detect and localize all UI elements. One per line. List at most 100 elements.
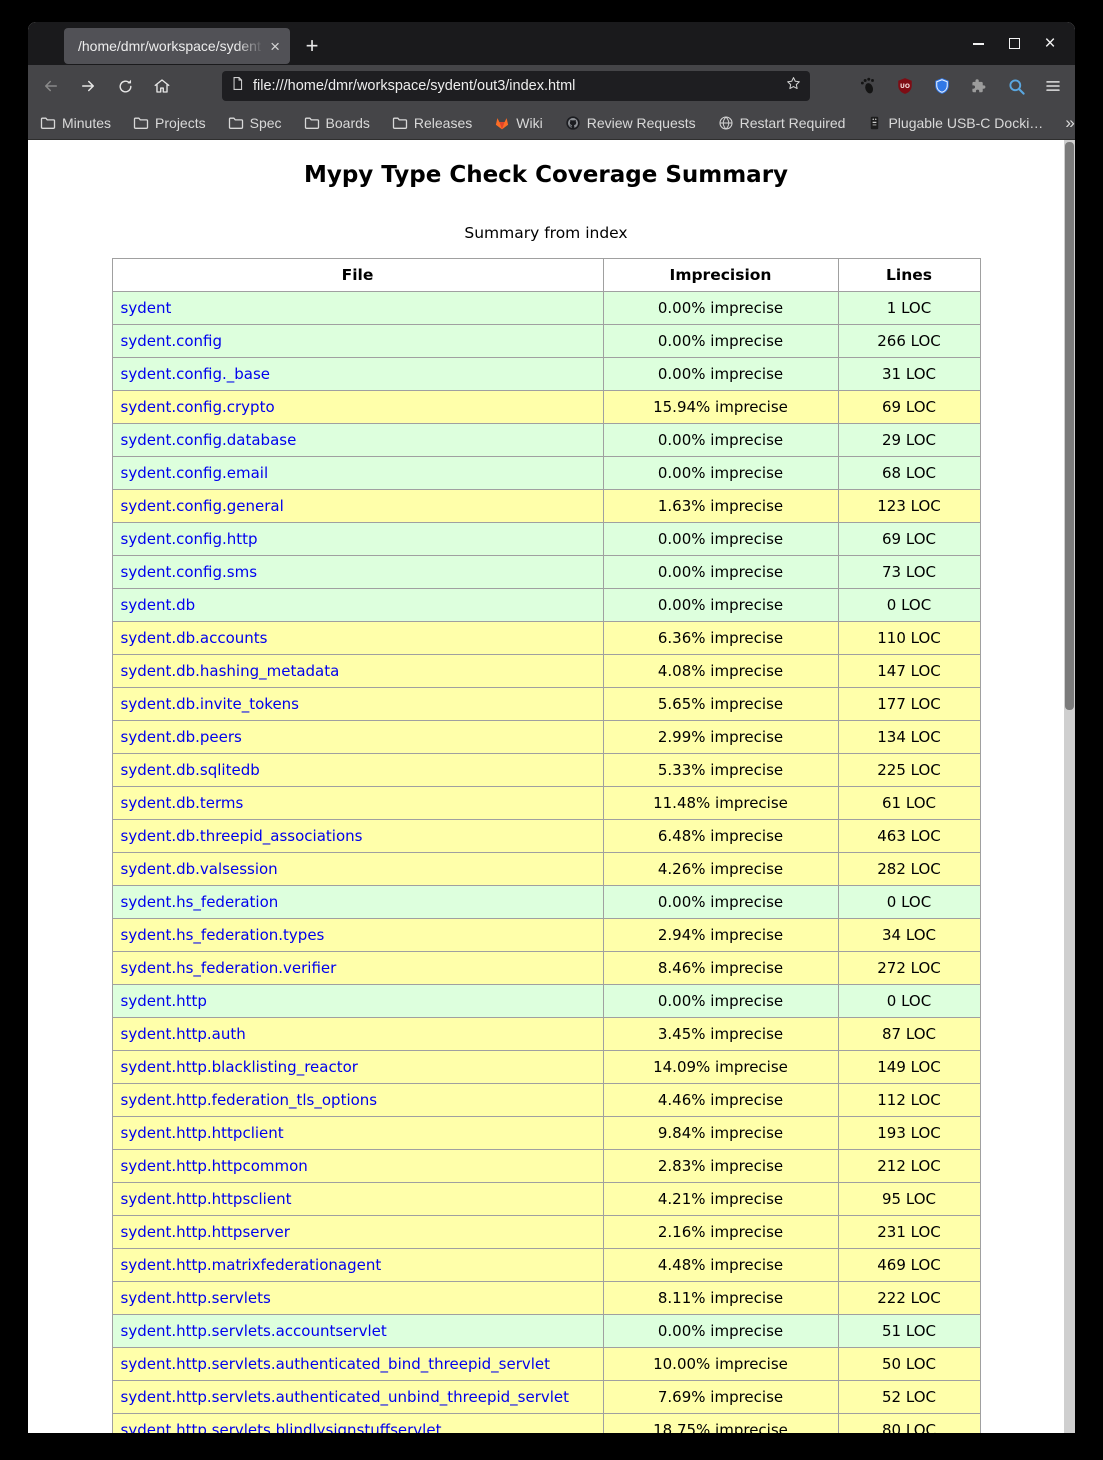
- ublock-icon[interactable]: UO: [893, 71, 917, 101]
- table-row: sydent.db.terms 11.48% imprecise 61 LOC: [111, 786, 981, 820]
- file-link[interactable]: sydent.hs_federation: [120, 893, 279, 911]
- table-row: sydent.db 0.00% imprecise 0 LOC: [111, 588, 981, 622]
- column-header-lines: Lines: [837, 258, 981, 292]
- minimize-button[interactable]: [967, 33, 989, 55]
- imprecision-cell: 4.26% imprecise: [602, 852, 839, 886]
- table-row: sydent.config 0.00% imprecise 266 LOC: [111, 324, 981, 358]
- file-link[interactable]: sydent.db.terms: [120, 794, 244, 812]
- lines-cell: 1 LOC: [837, 291, 981, 325]
- scrollbar-thumb[interactable]: [1065, 142, 1074, 710]
- back-button[interactable]: [36, 71, 66, 101]
- bookmark-item[interactable]: Releases: [392, 115, 472, 131]
- file-link[interactable]: sydent.config.crypto: [120, 398, 275, 416]
- table-row: sydent.db.hashing_metadata 4.08% imprecis…: [111, 654, 981, 688]
- file-link[interactable]: sydent.config.email: [120, 464, 269, 482]
- file-link[interactable]: sydent.http.blacklisting_reactor: [120, 1058, 358, 1076]
- table-row: sydent.hs_federation.verifier 8.46% impre…: [111, 951, 981, 985]
- gitlab-icon: [494, 115, 510, 131]
- scrollbar[interactable]: [1064, 140, 1075, 1433]
- url-bar[interactable]: file:///home/dmr/workspace/sydent/out3/i…: [222, 71, 810, 101]
- bookmark-item[interactable]: Wiki: [494, 115, 543, 131]
- file-link[interactable]: sydent.http.servlets.authenticated_unbin…: [120, 1388, 570, 1406]
- file-link[interactable]: sydent.http: [120, 992, 207, 1010]
- file-link[interactable]: sydent.http.httpcommon: [120, 1157, 308, 1175]
- bookmark-label: Boards: [325, 115, 370, 131]
- file-link[interactable]: sydent.http.servlets.blindlysignstuffser…: [120, 1421, 442, 1433]
- file-link[interactable]: sydent.db.sqlitedb: [120, 761, 260, 779]
- lines-cell: 110 LOC: [837, 621, 981, 655]
- gnome-foot-icon[interactable]: [856, 71, 880, 101]
- file-link[interactable]: sydent.http.httpserver: [120, 1223, 290, 1241]
- file-link[interactable]: sydent.hs_federation.types: [120, 926, 325, 944]
- new-tab-button[interactable]: +: [305, 33, 319, 58]
- file-cell: sydent.http.servlets: [111, 1281, 604, 1315]
- page-icon: [230, 76, 245, 96]
- extensions-puzzle-icon[interactable]: [967, 71, 991, 101]
- file-link[interactable]: sydent.hs_federation.verifier: [120, 959, 337, 977]
- file-link[interactable]: sydent.http.auth: [120, 1025, 246, 1043]
- table-row: sydent.db.invite_tokens 5.65% imprecise 17…: [111, 687, 981, 721]
- browser-tab[interactable]: /home/dmr/workspace/sydent ×: [64, 28, 290, 64]
- forward-button[interactable]: [73, 71, 103, 101]
- file-link[interactable]: sydent.db.threepid_associations: [120, 827, 363, 845]
- file-link[interactable]: sydent.http.servlets: [120, 1289, 271, 1307]
- file-link[interactable]: sydent.db.hashing_metadata: [120, 662, 340, 680]
- lines-cell: 193 LOC: [837, 1116, 981, 1150]
- file-link[interactable]: sydent.config: [120, 332, 223, 350]
- lines-cell: 51 LOC: [837, 1314, 981, 1348]
- table-row: sydent.config.general 1.63% imprecise 123 …: [111, 489, 981, 523]
- lines-cell: 222 LOC: [837, 1281, 981, 1315]
- file-cell: sydent.config.crypto: [111, 390, 604, 424]
- file-link[interactable]: sydent.config.database: [120, 431, 297, 449]
- file-link[interactable]: sydent.db.invite_tokens: [120, 695, 300, 713]
- table-row: sydent.http.blacklisting_reactor 14.09% i…: [111, 1050, 981, 1084]
- file-link[interactable]: sydent.http.federation_tls_options: [120, 1091, 378, 1109]
- bitwarden-icon[interactable]: [930, 71, 954, 101]
- lines-cell: 123 LOC: [837, 489, 981, 523]
- file-link[interactable]: sydent.http.httpclient: [120, 1124, 284, 1142]
- imprecision-cell: 5.33% imprecise: [602, 753, 839, 787]
- lines-cell: 31 LOC: [837, 357, 981, 391]
- bookmark-item[interactable]: Review Requests: [565, 115, 696, 131]
- table-row: sydent.db.sqlitedb 5.33% imprecise 225 LOC: [111, 753, 981, 787]
- file-link[interactable]: sydent.db.peers: [120, 728, 242, 746]
- file-cell: sydent.http.servlets.authenticated_bind_…: [111, 1347, 604, 1381]
- reload-button[interactable]: [110, 71, 140, 101]
- bookmark-item[interactable]: Plugable USB-C Docki…: [867, 115, 1043, 131]
- file-link[interactable]: sydent.config.http: [120, 530, 258, 548]
- table-row: sydent.http.servlets.accountservlet 0.00%…: [111, 1314, 981, 1348]
- tab-close-icon[interactable]: ×: [270, 36, 280, 56]
- bookmark-item[interactable]: Restart Required: [718, 115, 845, 131]
- file-link[interactable]: sydent.http.servlets.accountservlet: [120, 1322, 387, 1340]
- file-link[interactable]: sydent.db.valsession: [120, 860, 278, 878]
- bookmarks-overflow-chevron[interactable]: »: [1065, 113, 1075, 132]
- imprecision-cell: 0.00% imprecise: [602, 555, 839, 589]
- close-button[interactable]: ×: [1044, 33, 1056, 54]
- file-link[interactable]: sydent.http.servlets.authenticated_bind_…: [120, 1355, 551, 1373]
- file-link[interactable]: sydent.http.matrixfederationagent: [120, 1256, 382, 1274]
- search-icon[interactable]: [1004, 71, 1028, 101]
- bookmark-item[interactable]: Spec: [228, 115, 282, 131]
- file-link[interactable]: sydent.config.general: [120, 497, 284, 515]
- bookmark-item[interactable]: Boards: [304, 115, 370, 131]
- file-link[interactable]: sydent.config.sms: [120, 563, 258, 581]
- lines-cell: 231 LOC: [837, 1215, 981, 1249]
- file-link[interactable]: sydent: [120, 299, 172, 317]
- maximize-button[interactable]: [1003, 33, 1025, 55]
- file-link[interactable]: sydent.db.accounts: [120, 629, 268, 647]
- lines-cell: 73 LOC: [837, 555, 981, 589]
- file-link[interactable]: sydent.http.httpsclient: [120, 1190, 292, 1208]
- table-row: sydent.http 0.00% imprecise 0 LOC: [111, 984, 981, 1018]
- file-link[interactable]: sydent.config._base: [120, 365, 271, 383]
- bookmark-star-icon[interactable]: [785, 75, 802, 97]
- bookmark-item[interactable]: Minutes: [40, 115, 111, 131]
- file-link[interactable]: sydent.db: [120, 596, 196, 614]
- table-row: sydent.db.peers 2.99% imprecise 134 LOC: [111, 720, 981, 754]
- home-button[interactable]: [147, 71, 177, 101]
- table-row: sydent.config.database 0.00% imprecise 29 …: [111, 423, 981, 457]
- bookmark-label: Minutes: [62, 115, 112, 131]
- bookmark-item[interactable]: Projects: [133, 115, 206, 131]
- lines-cell: 469 LOC: [837, 1248, 981, 1282]
- lines-cell: 80 LOC: [837, 1413, 981, 1433]
- menu-hamburger-icon[interactable]: [1041, 71, 1065, 101]
